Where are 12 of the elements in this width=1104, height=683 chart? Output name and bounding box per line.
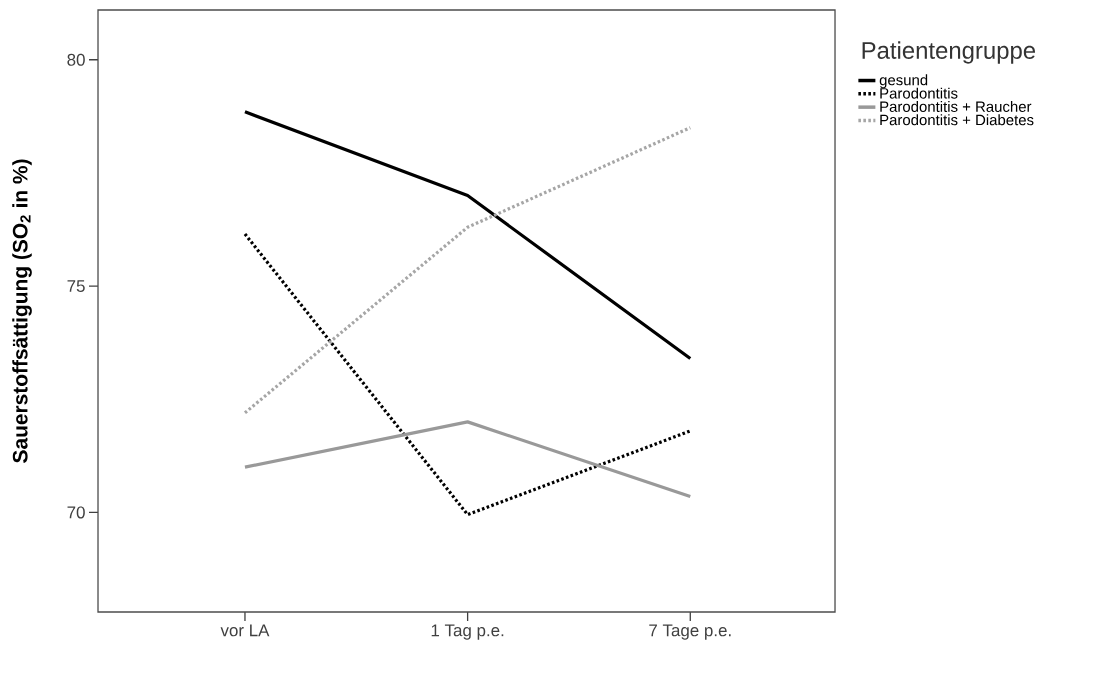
y-tick-label: 70 [67, 506, 85, 519]
y-tick-label: 80 [67, 53, 85, 66]
text: Sauerstoffsättigung (SO$_{2}$ in %) [12, 159, 32, 463]
x-tick-label: 1 Tag p.e. [431, 624, 504, 640]
legend-label: Parodontitis + Raucher [880, 100, 1032, 112]
x-tick-label: 7 Tage p.e. [649, 624, 731, 640]
legend-label: Parodontitis + Diabetes [880, 114, 1034, 126]
legend-label: gesund [879, 74, 928, 89]
legend-title: Patientengruppe [862, 41, 1036, 64]
y-tick-label: 75 [67, 280, 85, 293]
legend-label: Parodontitis [880, 87, 958, 99]
x-tick-label: vor LA [220, 624, 270, 637]
